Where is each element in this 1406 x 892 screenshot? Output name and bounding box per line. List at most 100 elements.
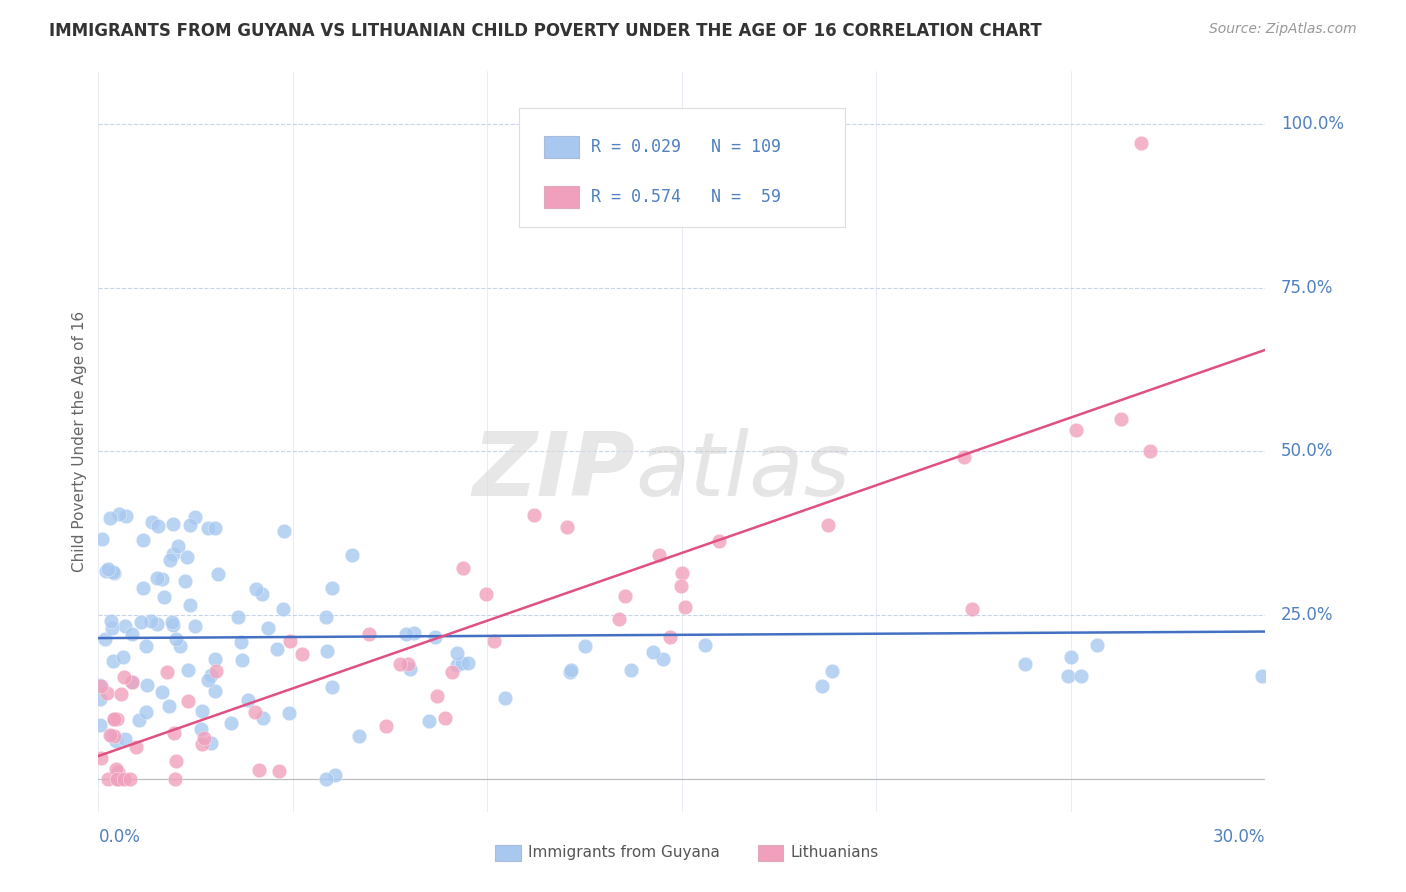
Point <box>96 686 118 700</box>
Point <box>558 665 581 679</box>
Point <box>669 579 692 593</box>
Point <box>162 618 184 632</box>
Point <box>271 601 294 615</box>
FancyBboxPatch shape <box>519 108 845 227</box>
Point <box>960 602 983 616</box>
Text: Source: ZipAtlas.com: Source: ZipAtlas.com <box>1209 22 1357 37</box>
Point <box>162 547 184 561</box>
Text: 75.0%: 75.0% <box>1281 278 1333 296</box>
Bar <box>544 136 579 158</box>
Text: atlas: atlas <box>636 428 851 514</box>
Point <box>177 664 200 678</box>
Point <box>1070 668 1092 682</box>
Text: Immigrants from Guyana: Immigrants from Guyana <box>527 845 720 860</box>
Point <box>200 735 222 749</box>
Point <box>97 562 120 576</box>
Point <box>817 517 839 532</box>
Point <box>395 627 418 641</box>
Point <box>89 691 111 706</box>
Point <box>315 610 337 624</box>
Text: IMMIGRANTS FROM GUYANA VS LITHUANIAN CHILD POVERTY UNDER THE AGE OF 16 CORRELATI: IMMIGRANTS FROM GUYANA VS LITHUANIAN CHI… <box>49 22 1042 40</box>
Point <box>396 657 419 671</box>
Point <box>103 566 125 580</box>
Point <box>98 728 121 742</box>
Point <box>446 646 468 660</box>
Point <box>693 638 716 652</box>
Point <box>236 693 259 707</box>
Point <box>641 645 664 659</box>
Point <box>673 600 696 615</box>
Point <box>131 581 153 595</box>
Point <box>247 763 270 777</box>
Point <box>440 665 463 679</box>
Point <box>613 589 636 603</box>
Point <box>671 566 693 581</box>
Point <box>375 719 398 733</box>
Point <box>197 521 219 535</box>
Point <box>165 754 187 768</box>
Point <box>141 515 163 529</box>
Point <box>399 662 422 676</box>
Point <box>150 572 173 586</box>
Point <box>150 684 173 698</box>
Point <box>90 751 112 765</box>
Point <box>555 520 578 534</box>
Point <box>96 565 118 579</box>
Point <box>160 615 183 630</box>
Point <box>560 663 582 677</box>
Point <box>219 715 242 730</box>
Point <box>1139 444 1161 458</box>
Point <box>446 657 468 672</box>
Point <box>821 664 844 678</box>
Point <box>651 652 673 666</box>
Point <box>157 699 180 714</box>
Point <box>121 675 143 690</box>
Point <box>316 644 339 658</box>
Point <box>121 626 143 640</box>
Point <box>121 675 143 690</box>
Point <box>146 571 169 585</box>
Point <box>357 626 380 640</box>
Point <box>105 772 128 786</box>
Point <box>108 772 131 786</box>
Point <box>112 650 135 665</box>
Point <box>523 508 546 522</box>
Point <box>269 764 291 779</box>
Point <box>135 705 157 719</box>
Text: ZIP: ZIP <box>472 427 636 515</box>
Point <box>197 673 219 687</box>
Text: 25.0%: 25.0% <box>1281 607 1333 624</box>
Point <box>1250 668 1272 682</box>
Point <box>91 532 114 546</box>
Point <box>482 634 505 648</box>
Point <box>1060 650 1083 665</box>
Point <box>418 714 440 728</box>
Point <box>103 729 125 743</box>
Point <box>494 690 516 705</box>
Point <box>321 680 343 694</box>
Point <box>315 772 337 786</box>
Point <box>136 678 159 692</box>
Point <box>204 684 226 698</box>
Point <box>193 731 215 745</box>
Point <box>278 706 301 721</box>
Point <box>179 518 201 533</box>
Point <box>425 630 447 644</box>
Point <box>107 765 129 780</box>
Point <box>110 687 132 701</box>
Point <box>114 772 136 786</box>
Point <box>174 574 197 588</box>
Point <box>340 548 363 562</box>
Point <box>243 705 266 719</box>
Point <box>179 598 201 612</box>
Point <box>707 534 730 549</box>
Point <box>658 630 681 644</box>
Point <box>128 713 150 727</box>
Point <box>112 670 135 684</box>
Point <box>457 657 479 671</box>
Point <box>1129 136 1152 151</box>
Point <box>184 510 207 524</box>
Point <box>252 711 274 725</box>
Point <box>89 718 111 732</box>
Point <box>245 582 267 597</box>
